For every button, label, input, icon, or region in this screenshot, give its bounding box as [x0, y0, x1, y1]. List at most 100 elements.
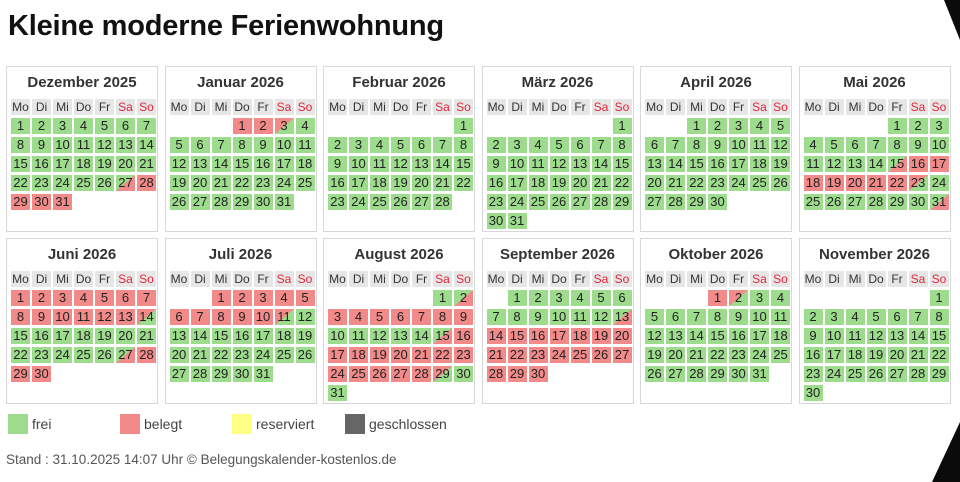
day-cell[interactable]: 16	[803, 347, 823, 363]
day-cell[interactable]: 5	[771, 118, 790, 134]
day-cell[interactable]: 17	[53, 328, 72, 344]
day-cell[interactable]: 13	[412, 156, 431, 172]
day-cell[interactable]: 13	[169, 328, 189, 344]
day-cell[interactable]: 1	[454, 118, 473, 134]
day-cell[interactable]: 20	[887, 347, 907, 363]
day-cell[interactable]: 15	[612, 156, 632, 172]
day-cell[interactable]: 26	[169, 194, 189, 210]
day-cell[interactable]: 21	[666, 175, 685, 191]
day-cell[interactable]: 2	[253, 118, 273, 134]
day-cell[interactable]: 15	[211, 328, 231, 344]
day-cell[interactable]: 10	[549, 309, 569, 325]
day-cell[interactable]: 18	[803, 175, 823, 191]
day-cell[interactable]: 1	[433, 290, 452, 306]
day-cell[interactable]: 1	[612, 118, 632, 134]
day-cell[interactable]: 2	[708, 118, 727, 134]
day-cell[interactable]: 5	[591, 290, 611, 306]
day-cell[interactable]: 19	[645, 347, 664, 363]
day-cell[interactable]: 9	[232, 309, 252, 325]
day-cell[interactable]: 22	[11, 175, 30, 191]
day-cell[interactable]: 4	[845, 309, 865, 325]
day-cell[interactable]: 20	[612, 328, 632, 344]
day-cell[interactable]: 26	[391, 194, 410, 210]
day-cell[interactable]: 14	[486, 328, 506, 344]
day-cell[interactable]: 13	[570, 156, 590, 172]
day-cell[interactable]: 3	[750, 290, 769, 306]
day-cell[interactable]: 22	[507, 347, 527, 363]
day-cell[interactable]: 28	[486, 366, 506, 382]
day-cell[interactable]: 24	[274, 175, 294, 191]
day-cell[interactable]: 6	[391, 309, 410, 325]
day-cell[interactable]: 16	[908, 156, 928, 172]
day-cell[interactable]: 4	[295, 118, 315, 134]
day-cell[interactable]: 15	[708, 328, 727, 344]
day-cell[interactable]: 10	[929, 137, 949, 153]
day-cell[interactable]: 13	[612, 309, 632, 325]
day-cell[interactable]: 27	[190, 194, 210, 210]
day-cell[interactable]: 22	[454, 175, 473, 191]
day-cell[interactable]: 24	[507, 194, 527, 210]
day-cell[interactable]: 18	[845, 347, 865, 363]
day-cell[interactable]: 25	[750, 175, 769, 191]
day-cell[interactable]: 27	[412, 194, 431, 210]
day-cell[interactable]: 7	[591, 137, 611, 153]
day-cell[interactable]: 23	[32, 175, 51, 191]
day-cell[interactable]: 6	[412, 137, 431, 153]
day-cell[interactable]: 27	[570, 194, 590, 210]
day-cell[interactable]: 28	[211, 194, 231, 210]
day-cell[interactable]: 12	[95, 309, 114, 325]
day-cell[interactable]: 5	[295, 290, 315, 306]
day-cell[interactable]: 24	[253, 347, 273, 363]
day-cell[interactable]: 9	[454, 309, 473, 325]
day-cell[interactable]: 18	[274, 328, 294, 344]
day-cell[interactable]: 7	[211, 137, 231, 153]
day-cell[interactable]: 7	[137, 118, 156, 134]
day-cell[interactable]: 24	[53, 175, 72, 191]
day-cell[interactable]: 13	[190, 156, 210, 172]
day-cell[interactable]: 20	[570, 175, 590, 191]
day-cell[interactable]: 22	[929, 347, 949, 363]
day-cell[interactable]: 3	[274, 118, 294, 134]
day-cell[interactable]: 18	[74, 328, 93, 344]
day-cell[interactable]: 24	[349, 194, 368, 210]
day-cell[interactable]: 22	[708, 347, 727, 363]
day-cell[interactable]: 26	[370, 366, 389, 382]
day-cell[interactable]: 19	[824, 175, 844, 191]
day-cell[interactable]: 28	[687, 366, 706, 382]
day-cell[interactable]: 19	[169, 175, 189, 191]
day-cell[interactable]: 23	[486, 194, 506, 210]
day-cell[interactable]: 17	[53, 156, 72, 172]
day-cell[interactable]: 19	[95, 156, 114, 172]
day-cell[interactable]: 11	[845, 328, 865, 344]
day-cell[interactable]: 3	[349, 137, 368, 153]
day-cell[interactable]: 21	[687, 347, 706, 363]
day-cell[interactable]: 5	[95, 118, 114, 134]
day-cell[interactable]: 11	[771, 309, 790, 325]
day-cell[interactable]: 7	[666, 137, 685, 153]
day-cell[interactable]: 14	[666, 156, 685, 172]
day-cell[interactable]: 20	[645, 175, 664, 191]
day-cell[interactable]: 1	[232, 118, 252, 134]
day-cell[interactable]: 6	[887, 309, 907, 325]
day-cell[interactable]: 2	[328, 137, 347, 153]
day-cell[interactable]: 19	[591, 328, 611, 344]
day-cell[interactable]: 6	[570, 137, 590, 153]
day-cell[interactable]: 30	[803, 385, 823, 401]
day-cell[interactable]: 14	[591, 156, 611, 172]
day-cell[interactable]: 12	[824, 156, 844, 172]
day-cell[interactable]: 30	[32, 366, 51, 382]
day-cell[interactable]: 17	[274, 156, 294, 172]
day-cell[interactable]: 28	[666, 194, 685, 210]
day-cell[interactable]: 1	[929, 290, 949, 306]
day-cell[interactable]: 1	[708, 290, 727, 306]
day-cell[interactable]: 9	[328, 156, 347, 172]
day-cell[interactable]: 14	[211, 156, 231, 172]
day-cell[interactable]: 2	[729, 290, 748, 306]
day-cell[interactable]: 11	[349, 328, 368, 344]
day-cell[interactable]: 8	[454, 137, 473, 153]
day-cell[interactable]: 16	[32, 328, 51, 344]
day-cell[interactable]: 31	[274, 194, 294, 210]
day-cell[interactable]: 9	[729, 309, 748, 325]
day-cell[interactable]: 17	[253, 328, 273, 344]
day-cell[interactable]: 12	[591, 309, 611, 325]
